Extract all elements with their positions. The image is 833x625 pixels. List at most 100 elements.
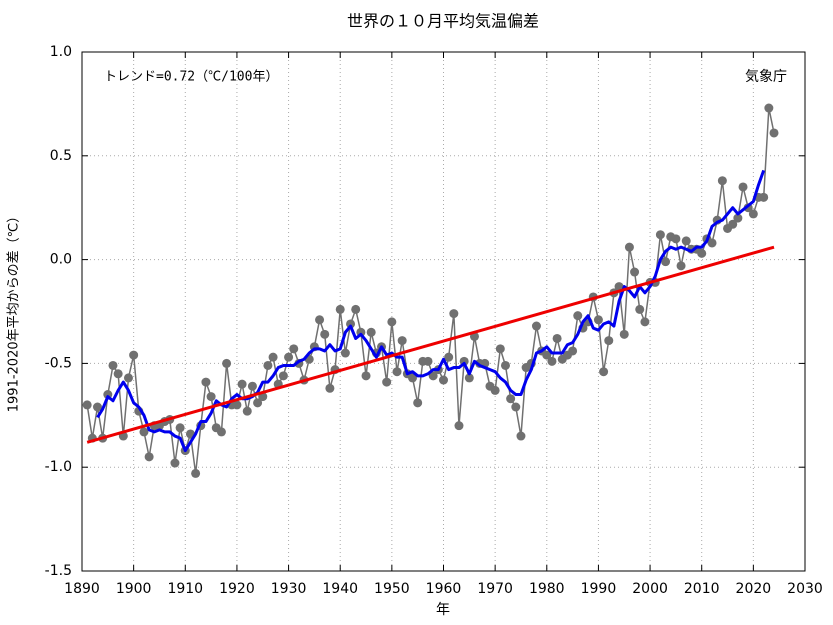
data-point (237, 379, 247, 389)
x-tick-label: 2030 (787, 581, 823, 597)
data-point (144, 452, 154, 462)
data-point (222, 358, 232, 368)
data-point (593, 315, 603, 325)
data-point (640, 317, 650, 327)
data-point (123, 373, 133, 383)
x-tick-label: 2010 (684, 581, 720, 597)
data-point (268, 352, 278, 362)
data-point (500, 360, 510, 370)
data-point (769, 128, 779, 138)
data-point (129, 350, 139, 360)
data-point (573, 311, 583, 321)
data-point (278, 371, 288, 381)
data-point (206, 392, 216, 402)
data-point (738, 182, 748, 192)
data-point (408, 373, 418, 383)
x-tick-label: 1910 (167, 581, 203, 597)
data-point (92, 402, 102, 412)
data-point (655, 230, 665, 240)
data-point (490, 385, 500, 395)
chart-title: 世界の１０月平均気温偏差 (347, 12, 539, 31)
data-point (547, 356, 557, 366)
data-point (139, 427, 149, 437)
data-point (108, 360, 118, 370)
data-point (624, 242, 634, 252)
data-point (253, 398, 263, 408)
trend-annotation: トレンド=0.72（℃/100年） (104, 70, 278, 85)
data-point (413, 398, 423, 408)
data-point (346, 319, 356, 329)
y-tick-label: 1.0 (50, 44, 72, 60)
data-point (635, 304, 645, 314)
y-tick-label: -0.5 (45, 355, 72, 371)
data-point (676, 261, 686, 271)
data-point (542, 350, 552, 360)
data-point (506, 394, 516, 404)
data-point (351, 304, 361, 314)
data-point (619, 329, 629, 339)
x-axis-label: 年 (436, 602, 450, 618)
y-tick-label: -1.5 (45, 563, 72, 579)
data-point (263, 360, 273, 370)
data-point (247, 381, 257, 391)
data-point (511, 402, 521, 412)
data-point (340, 348, 350, 358)
x-tick-label: 1970 (477, 581, 513, 597)
data-point (661, 257, 671, 267)
data-point (697, 248, 707, 258)
data-point (382, 377, 392, 387)
data-point (397, 336, 407, 346)
y-tick-label: -1.0 (45, 459, 72, 475)
x-tick-label: 1920 (219, 581, 255, 597)
data-point (320, 329, 330, 339)
data-point (516, 431, 526, 441)
data-point (717, 176, 727, 186)
data-point (315, 315, 325, 325)
data-point (764, 103, 774, 113)
series-line (96, 169, 766, 453)
data-point (232, 400, 242, 410)
x-tick-label: 1950 (374, 581, 410, 597)
series-line (86, 107, 775, 475)
x-tick-label: 2020 (736, 581, 772, 597)
data-point (449, 309, 459, 319)
data-point (170, 458, 180, 468)
x-tick-label: 1990 (581, 581, 617, 597)
data-point (242, 406, 252, 416)
data-point (728, 219, 738, 229)
data-point (464, 373, 474, 383)
data-point (284, 352, 294, 362)
data-point (216, 427, 226, 437)
data-point (552, 333, 562, 343)
x-tick-label: 1900 (116, 581, 152, 597)
data-point (630, 267, 640, 277)
x-tick-label: 1930 (271, 581, 307, 597)
y-axis-label: 1991-2020年平均からの差（℃） (7, 210, 22, 412)
data-point (289, 344, 299, 354)
x-tick-label: 1890 (64, 581, 100, 597)
series-line (86, 245, 775, 444)
data-point (604, 336, 614, 346)
data-point (191, 468, 201, 478)
data-point (531, 321, 541, 331)
plot-frame (81, 51, 806, 572)
data-point (428, 371, 438, 381)
data-point (599, 367, 609, 377)
x-tick-label: 1960 (426, 581, 462, 597)
data-point (681, 236, 691, 246)
data-point (361, 371, 371, 381)
data-point (568, 346, 578, 356)
source-annotation: 気象庁 (745, 69, 787, 85)
data-point (113, 369, 123, 379)
y-tick-label: 0.0 (50, 252, 72, 268)
data-point (387, 317, 397, 327)
data-point (423, 356, 433, 366)
data-point (748, 209, 758, 219)
y-tick-label: 0.5 (50, 148, 72, 164)
data-point (495, 344, 505, 354)
x-tick-label: 1940 (322, 581, 358, 597)
data-point (392, 367, 402, 377)
data-point (439, 375, 448, 385)
data-point (366, 327, 376, 337)
